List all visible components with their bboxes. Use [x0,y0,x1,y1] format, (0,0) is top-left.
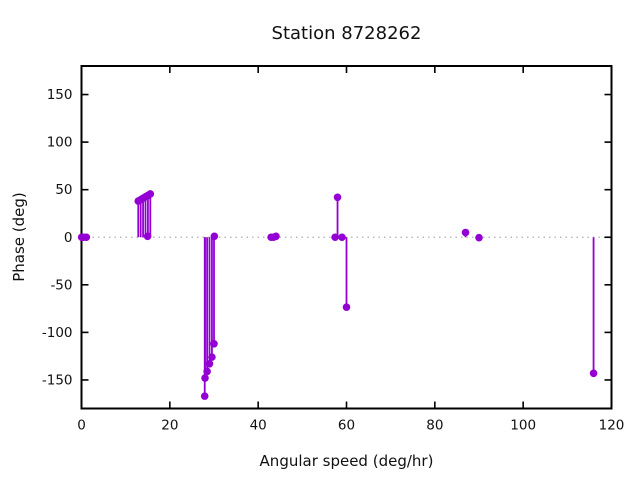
y-axis-label: Phase (deg) [10,192,28,282]
x-axis-label: Angular speed (deg/hr) [260,452,434,470]
y-tick-label: -100 [42,325,73,341]
data-point [461,228,470,237]
x-tick-label: 80 [426,418,443,434]
data-point [272,232,280,241]
data-point [82,233,91,242]
data-point [589,369,598,378]
data-point [342,303,351,311]
data-point [201,374,209,382]
data-point [210,340,218,348]
data-point [331,233,339,242]
chart-title: Station 8728262 [272,23,422,44]
data-point [146,190,155,198]
data-point [333,193,342,202]
y-tick-label: -50 [50,277,72,293]
x-tick-label: 120 [599,418,625,434]
data-point [203,367,211,376]
y-tick-label: 0 [64,230,73,246]
data-point [210,232,219,241]
y-tick-label: 150 [47,87,73,103]
data-point [143,232,152,241]
y-tick-label: -150 [42,372,73,388]
plot-area: 0 20 40 60 80 100 120 -150 -100 -50 0 50 100 150 [42,65,625,434]
x-tick-label: 100 [510,418,536,434]
y-tick-label: 100 [47,135,73,151]
y-tick-label: 50 [55,182,72,198]
data-point [475,233,483,242]
x-tick-label: 40 [250,418,267,434]
data-point [205,359,214,368]
x-tick-label: 20 [161,418,178,434]
x-tick-label: 60 [338,418,355,434]
data-point [208,353,216,361]
data-point [338,233,346,242]
data-point [200,392,209,400]
x-tick-label: 0 [77,418,86,434]
